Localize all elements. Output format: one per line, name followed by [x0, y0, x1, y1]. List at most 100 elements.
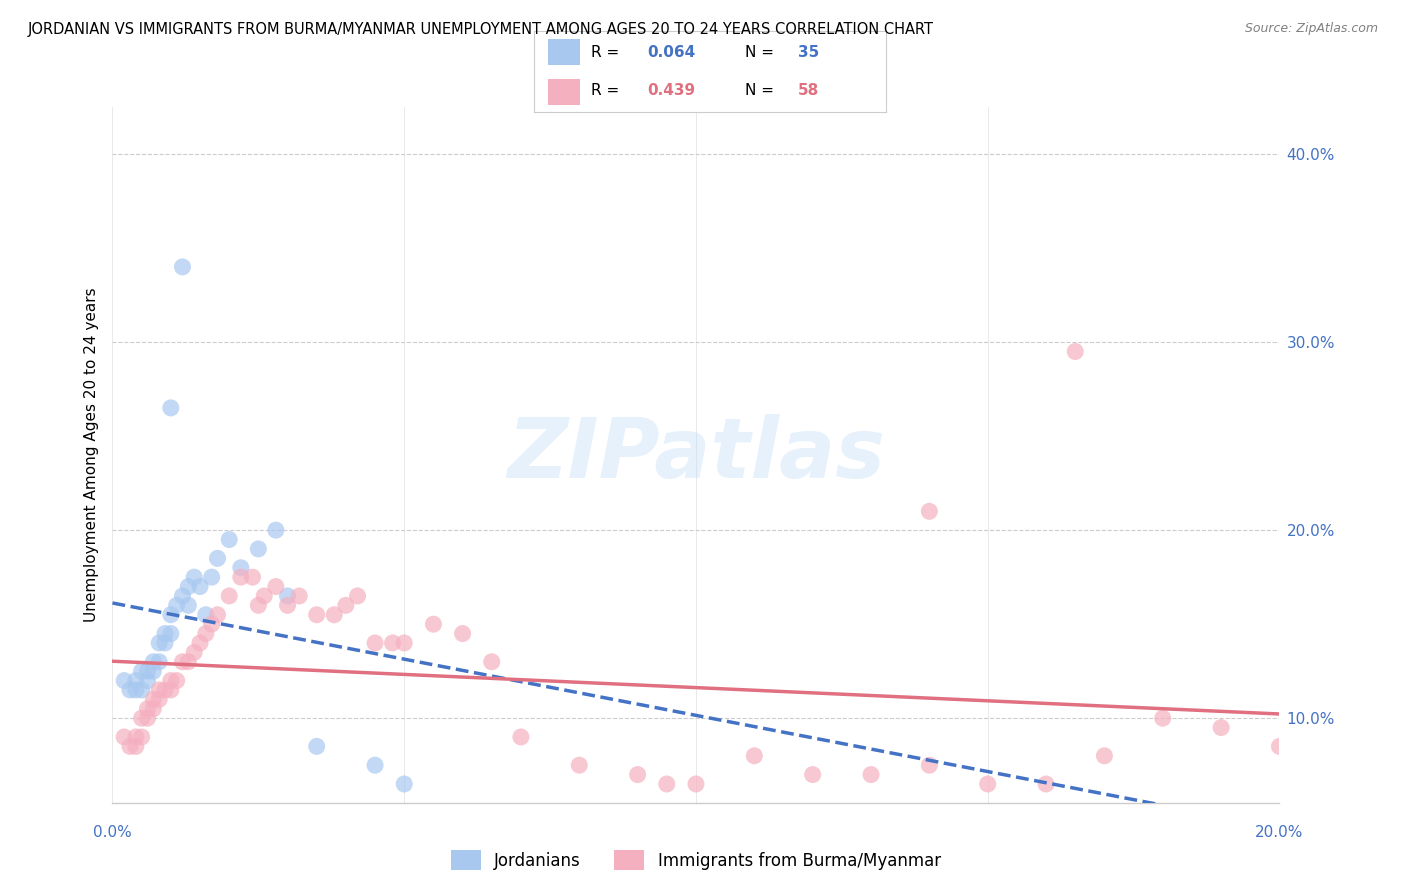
Text: 58: 58	[799, 83, 820, 98]
Text: JORDANIAN VS IMMIGRANTS FROM BURMA/MYANMAR UNEMPLOYMENT AMONG AGES 20 TO 24 YEAR: JORDANIAN VS IMMIGRANTS FROM BURMA/MYANM…	[28, 22, 934, 37]
Point	[160, 683, 183, 698]
Text: 0.064: 0.064	[647, 45, 695, 60]
Point	[112, 730, 135, 744]
Text: 0.439: 0.439	[647, 83, 695, 98]
Point	[125, 673, 148, 688]
Point	[125, 739, 148, 754]
Point	[125, 683, 148, 698]
Point	[142, 702, 165, 716]
Point	[207, 551, 229, 566]
Point	[1152, 711, 1174, 725]
Point	[136, 664, 159, 678]
Text: N =: N =	[745, 45, 779, 60]
Point	[264, 523, 287, 537]
Point	[131, 711, 153, 725]
Point	[153, 683, 176, 698]
Point	[166, 673, 188, 688]
Point	[1035, 777, 1057, 791]
Point	[136, 702, 159, 716]
Point	[142, 655, 165, 669]
Text: Source: ZipAtlas.com: Source: ZipAtlas.com	[1244, 22, 1378, 36]
Point	[160, 607, 183, 622]
Point	[194, 626, 217, 640]
Point	[166, 599, 188, 613]
Point	[148, 655, 170, 669]
Point	[626, 767, 648, 781]
Point	[229, 570, 252, 584]
Point	[183, 570, 205, 584]
Y-axis label: Unemployment Among Ages 20 to 24 years: Unemployment Among Ages 20 to 24 years	[83, 287, 98, 623]
FancyBboxPatch shape	[548, 39, 581, 65]
Point	[1209, 721, 1232, 735]
Point	[381, 636, 404, 650]
Point	[247, 599, 270, 613]
Point	[142, 664, 165, 678]
Point	[188, 580, 211, 594]
Point	[392, 636, 416, 650]
Point	[142, 692, 165, 706]
Point	[976, 777, 998, 791]
Point	[392, 777, 416, 791]
Point	[201, 570, 224, 584]
Point	[177, 599, 200, 613]
Point	[160, 673, 183, 688]
Point	[229, 560, 252, 574]
Text: R =: R =	[591, 83, 624, 98]
Point	[253, 589, 276, 603]
Point	[305, 607, 328, 622]
Point	[148, 683, 170, 698]
Point	[201, 617, 224, 632]
Point	[305, 739, 328, 754]
Point	[218, 533, 240, 547]
Point	[276, 599, 298, 613]
Point	[125, 730, 148, 744]
Text: 0.0%: 0.0%	[93, 825, 132, 840]
Point	[481, 655, 503, 669]
Point	[194, 607, 217, 622]
Point	[188, 636, 211, 650]
Point	[118, 683, 141, 698]
Point	[118, 739, 141, 754]
Point	[172, 655, 194, 669]
Point	[131, 664, 153, 678]
Point	[1064, 344, 1087, 359]
Point	[177, 655, 200, 669]
Point	[323, 607, 346, 622]
Point	[801, 767, 824, 781]
Point	[136, 711, 159, 725]
Point	[918, 758, 941, 772]
Point	[918, 504, 941, 518]
Point	[276, 589, 298, 603]
Point	[247, 541, 270, 556]
Point	[509, 730, 531, 744]
Text: 35: 35	[799, 45, 820, 60]
Point	[742, 748, 765, 763]
Point	[685, 777, 707, 791]
Point	[183, 645, 205, 659]
Point	[136, 673, 159, 688]
Point	[346, 589, 368, 603]
Point	[131, 683, 153, 698]
Point	[148, 636, 170, 650]
Text: ZIPatlas: ZIPatlas	[508, 415, 884, 495]
Point	[422, 617, 444, 632]
Text: 20.0%: 20.0%	[1256, 825, 1303, 840]
Point	[160, 626, 183, 640]
Point	[288, 589, 311, 603]
Point	[148, 692, 170, 706]
Point	[172, 589, 194, 603]
Point	[242, 570, 264, 584]
Point	[568, 758, 591, 772]
Point	[264, 580, 287, 594]
Point	[859, 767, 883, 781]
Point	[153, 636, 176, 650]
Point	[1268, 739, 1291, 754]
Point	[177, 580, 200, 594]
Point	[160, 401, 183, 415]
Point	[655, 777, 678, 791]
Point	[364, 758, 387, 772]
FancyBboxPatch shape	[548, 79, 581, 105]
Text: R =: R =	[591, 45, 624, 60]
Point	[335, 599, 357, 613]
Point	[153, 626, 176, 640]
